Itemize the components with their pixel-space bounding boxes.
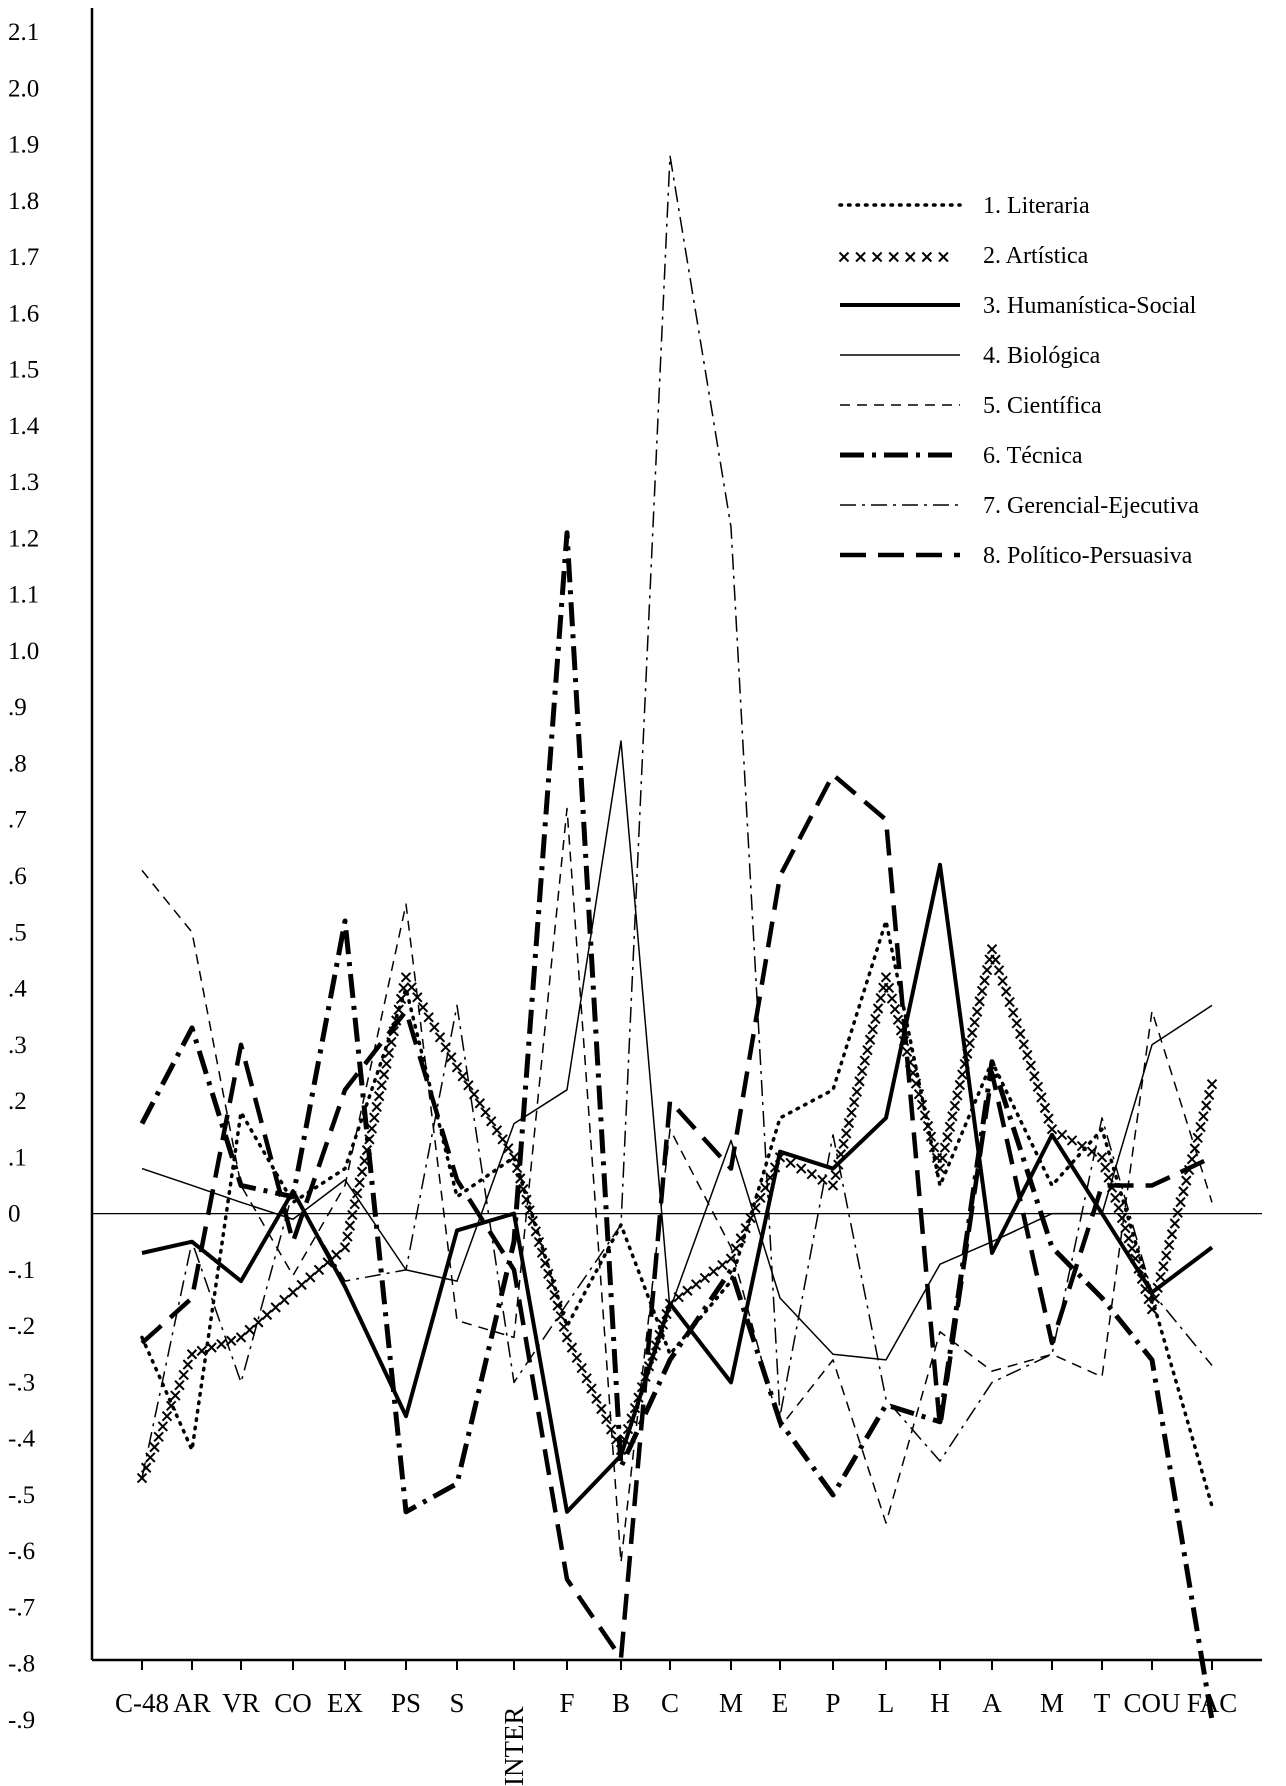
legend-label: 5. Científica — [983, 393, 1102, 419]
y-tick-label: 1.3 — [8, 469, 39, 496]
y-tick-label: 1.8 — [8, 188, 39, 215]
y-tick-label: 1.9 — [8, 132, 39, 159]
x-tick-label: H — [930, 1688, 950, 1718]
y-tick-label: .4 — [8, 976, 27, 1003]
y-tick-label: 2.0 — [8, 75, 39, 102]
x-tick-label: P — [825, 1688, 840, 1718]
y-tick-label: .3 — [8, 1032, 27, 1059]
x-tick-label: CO — [274, 1688, 312, 1718]
legend-label: 3. Humanística-Social — [983, 293, 1197, 319]
y-tick-label: .1 — [8, 1144, 27, 1171]
legend-label: 1. Literaria — [983, 193, 1090, 219]
y-tick-label: -.4 — [8, 1426, 36, 1453]
x-tick-label: INTER — [499, 1707, 529, 1786]
x-tick-label: M — [719, 1688, 743, 1718]
y-tick-label: -.1 — [8, 1257, 35, 1284]
y-tick-labels: 2.1 2.0 1.9 1.8 1.7 1.6 1.5 1.4 1.3 1.2 1.1 1.0 .9 .8… — [8, 19, 40, 1734]
y-tick-label: 2.1 — [8, 19, 39, 46]
series-line-4 — [141, 740, 1213, 1361]
x-tick-label: C-48 — [115, 1688, 169, 1718]
legend-label: 2. Artística — [983, 243, 1089, 269]
x-tick-label: S — [449, 1688, 464, 1718]
y-tick-label: .8 — [8, 750, 27, 777]
y-tick-label: 1.4 — [8, 413, 40, 440]
legend-label: 7. Gerencial-Ejecutiva — [983, 493, 1199, 519]
y-tick-label: -.7 — [8, 1594, 35, 1621]
x-tick-label: M — [1040, 1688, 1064, 1718]
legend-swatch — [838, 251, 949, 263]
x-tick-label: C — [661, 1688, 679, 1718]
series-lines — [136, 155, 1218, 1721]
x-tick-label: EX — [327, 1688, 363, 1718]
series-line-8 — [140, 772, 1213, 1661]
y-tick-label: -.2 — [8, 1313, 35, 1340]
y-tick-label: .9 — [8, 694, 27, 721]
series-line-3 — [141, 862, 1214, 1514]
legend: 1. Literaria 2. Artística 3. Humanística-S… — [838, 193, 1199, 569]
y-tick-label: -.8 — [8, 1651, 35, 1678]
legend-label: 6. Técnica — [983, 443, 1083, 469]
y-tick-label: .2 — [8, 1088, 27, 1115]
y-tick-label: 1.1 — [8, 582, 39, 609]
y-tick-label: 1.6 — [8, 300, 39, 327]
x-tick-label: B — [612, 1688, 630, 1718]
y-tick-label: .7 — [8, 807, 27, 834]
y-tick-label: 1.5 — [8, 357, 39, 384]
x-tick-label: COU — [1123, 1688, 1180, 1718]
y-tick-label: -.5 — [8, 1482, 35, 1509]
x-tick-label: F — [559, 1688, 574, 1718]
x-tick-label: AR — [173, 1688, 211, 1718]
series-line-6 — [139, 530, 1215, 1721]
y-tick-label: 0 — [8, 1201, 21, 1228]
y-tick-label: 1.0 — [8, 638, 39, 665]
series-line-5 — [141, 807, 1213, 1564]
series-line-7 — [141, 155, 1213, 1479]
x-tick-label: E — [772, 1688, 789, 1718]
x-tick-label: PS — [391, 1688, 421, 1718]
legend-label: 8. Político-Persuasiva — [983, 543, 1193, 569]
legend-label: 4. Biológica — [983, 343, 1101, 369]
y-tick-label: -.9 — [8, 1707, 35, 1734]
y-tick-label: .6 — [8, 863, 27, 890]
y-tick-label: -.3 — [8, 1369, 35, 1396]
x-tick-label: T — [1094, 1688, 1111, 1718]
x-tick-label: A — [982, 1688, 1002, 1718]
x-tick-label: L — [878, 1688, 895, 1718]
x-tick-label: VR — [222, 1688, 260, 1718]
y-tick-label: 1.2 — [8, 525, 39, 552]
y-tick-label: .5 — [8, 919, 27, 946]
y-tick-label: 1.7 — [8, 244, 39, 271]
y-tick-label: -.6 — [8, 1538, 35, 1565]
